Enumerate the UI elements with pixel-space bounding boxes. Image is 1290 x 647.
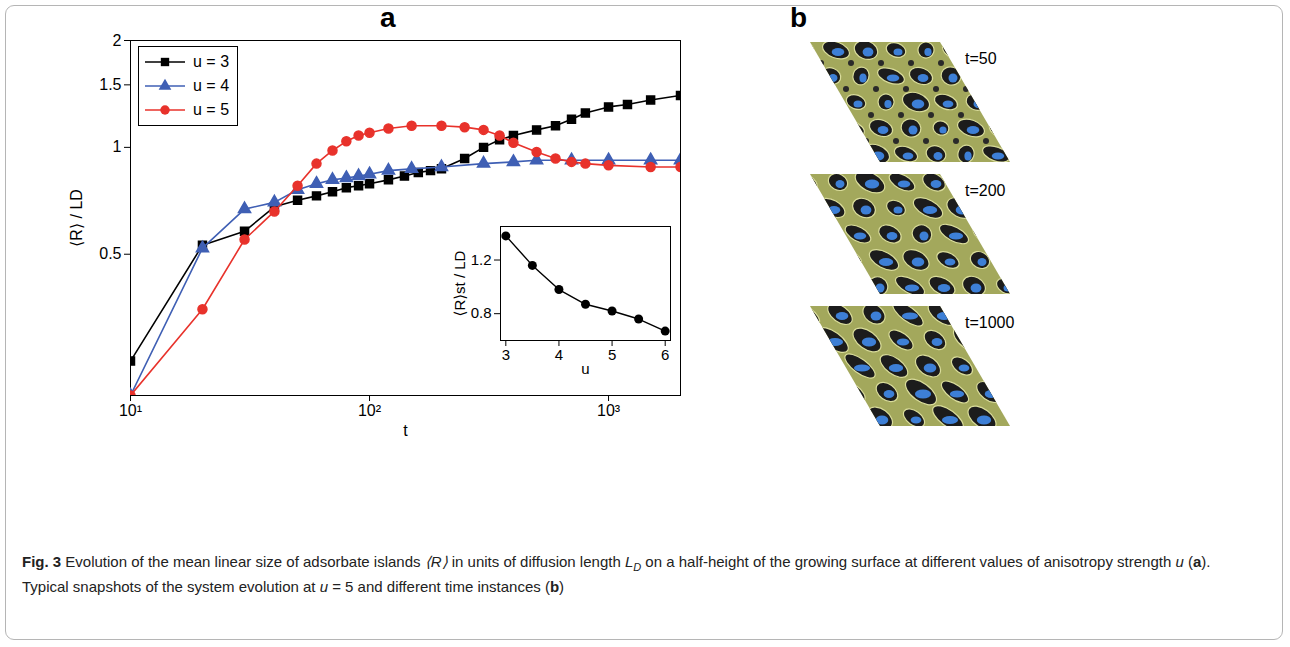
- html-text:b: b: [790, 2, 808, 33]
- svg-text:⟨R⟩ / LD: ⟨R⟩ / LD: [68, 189, 85, 247]
- svg-text:2: 2: [113, 32, 122, 49]
- html-text:u = 3: u = 3: [193, 53, 229, 70]
- svg-text:4: 4: [555, 346, 563, 363]
- svg-text:1: 1: [113, 138, 122, 155]
- svg-text:u: u: [581, 360, 589, 377]
- svg-text:⟨R⟩st / LD: ⟨R⟩st / LD: [451, 250, 468, 316]
- svg-text:0.8: 0.8: [471, 304, 492, 321]
- svg-text:t=200: t=200: [965, 182, 1006, 199]
- html-text:u = 5: u = 5: [193, 101, 229, 118]
- svg-text:10¹: 10¹: [119, 402, 142, 419]
- svg-text:t: t: [403, 422, 408, 439]
- svg-text:1.2: 1.2: [471, 251, 492, 268]
- svg-text:1.5: 1.5: [99, 76, 121, 93]
- svg-text:0.5: 0.5: [99, 245, 121, 262]
- svg-text:6: 6: [661, 346, 669, 363]
- svg-text:t=1000: t=1000: [965, 314, 1014, 331]
- svg-text:10²: 10²: [358, 402, 382, 419]
- html-text:a: a: [380, 2, 396, 33]
- html-text:Fig. 3 Evolution of the mean l: Fig. 3 Evolution of the mean linear size…: [22, 553, 1211, 595]
- svg-text:3: 3: [502, 346, 510, 363]
- svg-text:10³: 10³: [597, 402, 621, 419]
- svg-text:5: 5: [608, 346, 616, 363]
- svg-text:t=50: t=50: [965, 50, 997, 67]
- html-text:u = 4: u = 4: [193, 77, 229, 94]
